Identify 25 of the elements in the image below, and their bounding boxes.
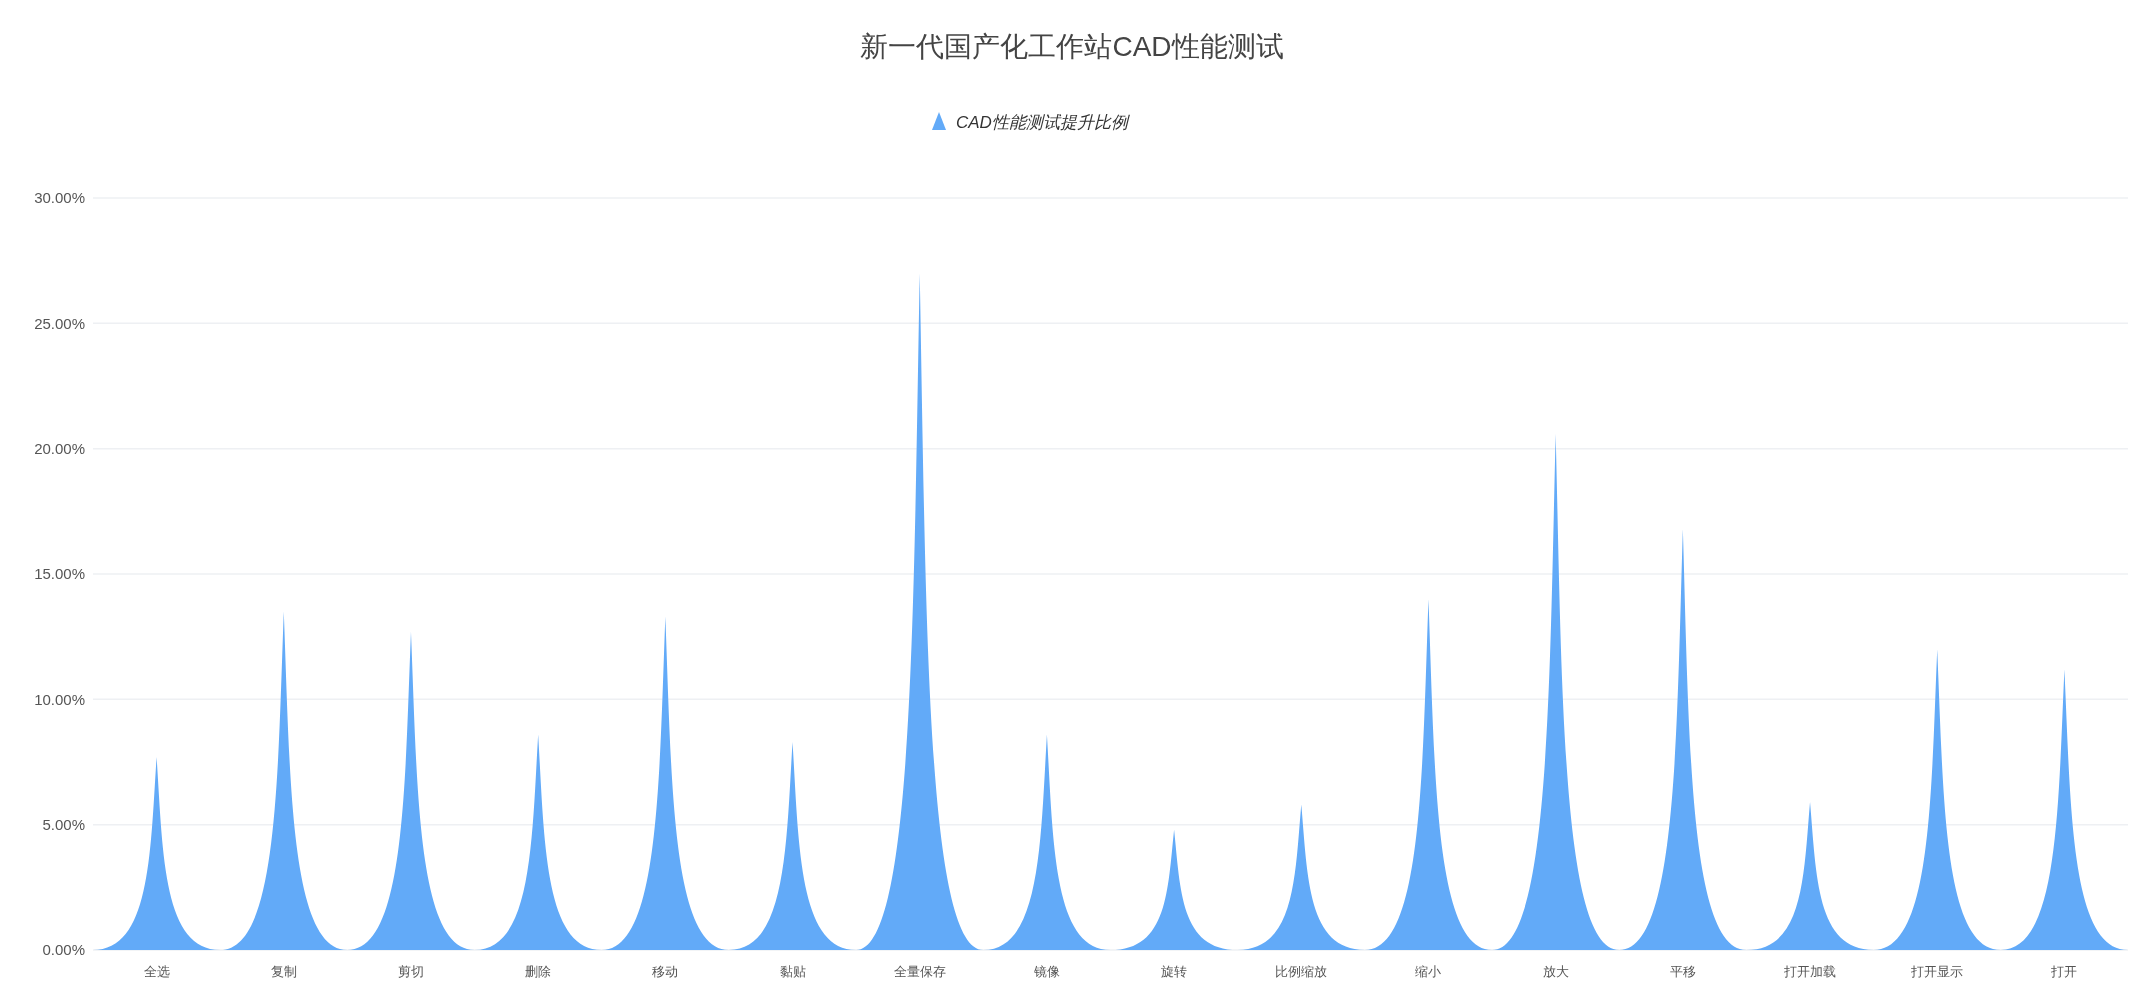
x-tick-label: 打开加载	[1783, 964, 1837, 979]
x-tick-label: 剪切	[397, 964, 424, 979]
x-tick-label: 移动	[652, 964, 679, 979]
x-tick-label: 黏贴	[779, 964, 806, 979]
y-tick-label: 25.00%	[34, 314, 85, 332]
y-tick-label: 30.00%	[34, 189, 85, 207]
y-tick-label: 0.00%	[42, 941, 85, 959]
y-tick-label: 5.00%	[42, 815, 85, 833]
x-tick-label: 全量保存	[893, 964, 946, 979]
x-tick-label: 打开	[2050, 964, 2078, 979]
y-tick-label: 20.00%	[34, 439, 85, 457]
y-tick-label: 15.00%	[34, 565, 85, 583]
x-tick-label: 全选	[143, 964, 170, 979]
x-tick-label: 复制	[270, 964, 297, 979]
x-tick-label: 放大	[1542, 964, 1569, 979]
y-tick-label: 10.00%	[34, 690, 85, 708]
x-tick-label: 删除	[525, 964, 552, 979]
x-tick-label: 旋转	[1161, 964, 1188, 979]
x-tick-label: 比例缩放	[1275, 964, 1328, 979]
x-tick-label: 打开显示	[1910, 964, 1964, 979]
chart-title: 新一代国产化工作站CAD性能测试	[860, 31, 1284, 62]
x-tick-label: 平移	[1669, 964, 1696, 979]
x-tick-label: 镜像	[1032, 964, 1060, 979]
legend-label: CAD性能测试提升比例	[956, 113, 1130, 132]
x-tick-label: 缩小	[1415, 964, 1442, 979]
